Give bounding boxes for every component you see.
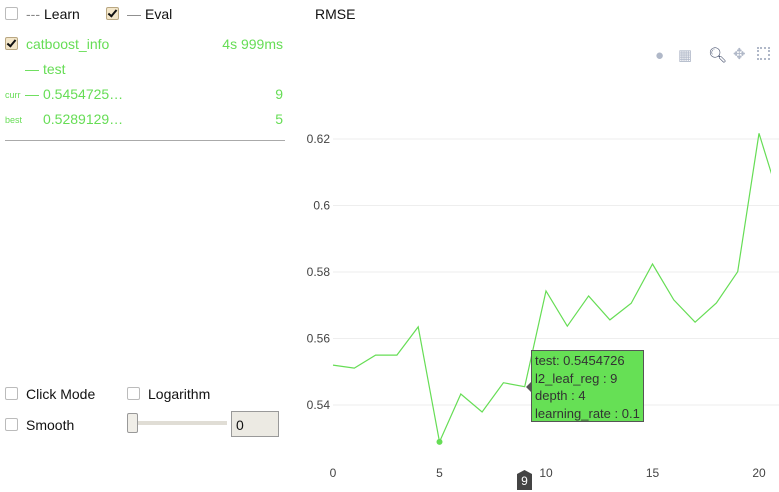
x-tick-label: 15 <box>646 466 660 480</box>
curr-iter: 9 <box>275 86 283 102</box>
eval-line-icon: — <box>127 6 141 22</box>
eval-checkbox[interactable] <box>106 7 119 20</box>
smooth-label: Smooth <box>26 417 75 433</box>
y-tick-label: 0.56 <box>307 332 331 346</box>
tooltip-line: l2_leaf_reg : 9 <box>535 370 618 386</box>
tooltip-line: learning_rate : 0.1 <box>535 405 640 421</box>
smooth-slider-track[interactable] <box>132 421 227 425</box>
x-tick-label: 20 <box>752 466 766 480</box>
tooltip-arrow <box>526 381 532 393</box>
smooth-checkbox[interactable] <box>5 418 18 431</box>
run-name: catboost_info <box>26 36 110 52</box>
pan-icon[interactable]: ✥ <box>733 46 746 63</box>
rmse-chart[interactable]: 0.54 0.56 0.58 0.6 0.62 0 5 10 15 20 <box>300 0 779 490</box>
learn-dash-icon: --- <box>26 6 40 22</box>
best-label: best <box>5 115 23 125</box>
series-line-test <box>332 133 771 444</box>
x-tick-label: 5 <box>436 466 443 480</box>
zoom-icon[interactable]: 🔍︎ <box>708 47 728 64</box>
click-mode-checkbox[interactable] <box>5 387 18 400</box>
x-tick-label: 10 <box>539 466 553 480</box>
click-mode-label: Click Mode <box>26 386 96 402</box>
y-tick-label: 0.54 <box>307 398 331 412</box>
divider <box>5 140 285 141</box>
logarithm-label: Logarithm <box>148 386 211 402</box>
camera-icon[interactable]: ● <box>655 47 665 64</box>
save-icon[interactable]: ▦ <box>678 47 693 64</box>
run-checkbox[interactable] <box>5 37 18 50</box>
curr-label: curr <box>5 90 21 100</box>
hover-x-marker: 9 <box>517 470 532 490</box>
chart-title: RMSE <box>315 6 356 22</box>
eval-label: Eval <box>145 6 173 22</box>
box-select-icon[interactable] <box>757 47 770 60</box>
best-point <box>436 438 443 445</box>
run-time: 4s 999ms <box>222 36 283 52</box>
logarithm-checkbox[interactable] <box>127 387 140 400</box>
tooltip-line: test: 0.5454726 <box>535 353 625 368</box>
smooth-value-input[interactable]: 0 <box>231 411 279 437</box>
x-tick-label: 0 <box>330 466 337 480</box>
smooth-slider-handle[interactable] <box>127 413 138 433</box>
curr-value: 0.5454725… <box>43 86 124 102</box>
best-value: 0.5289129… <box>43 111 124 127</box>
learn-checkbox[interactable] <box>5 7 18 20</box>
tooltip: test: 0.5454726 l2_leaf_reg : 9 depth : … <box>531 350 644 422</box>
series-line-icon: — <box>25 61 39 77</box>
y-tick-label: 0.6 <box>313 199 330 213</box>
y-tick-label: 0.58 <box>307 265 331 279</box>
tooltip-line: depth : 4 <box>535 388 586 403</box>
series-name: test <box>43 61 66 77</box>
curr-line-icon: — <box>25 86 39 102</box>
learn-label: Learn <box>44 6 80 22</box>
y-tick-label: 0.62 <box>307 132 331 146</box>
best-iter: 5 <box>275 111 283 127</box>
